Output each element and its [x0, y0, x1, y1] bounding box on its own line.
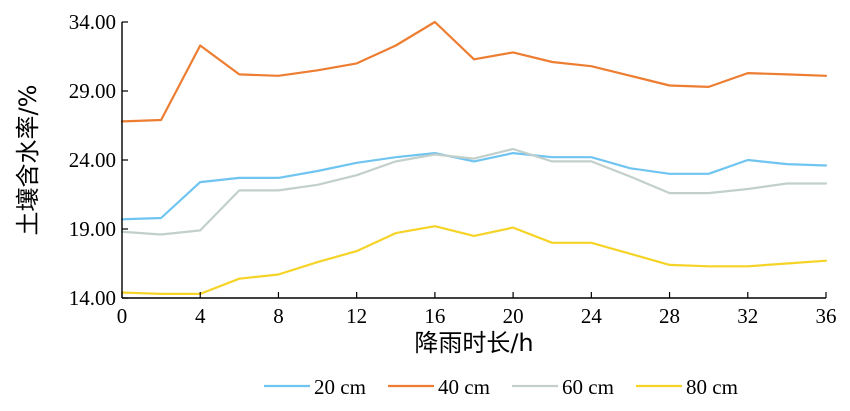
- y-tick-label: 34.00: [69, 10, 116, 34]
- legend-label-60cm: 60 cm: [562, 375, 614, 399]
- x-tick-label: 28: [659, 304, 680, 328]
- x-ticks: 0 4 8 12 16 20 24 28 32 36: [117, 292, 837, 328]
- y-axis-title: 土壤含水率/%: [14, 85, 42, 236]
- x-tick-label: 4: [195, 304, 206, 328]
- x-tick-label: 12: [346, 304, 367, 328]
- series-line-20cm: [120, 152, 828, 221]
- y-tick-label: 14.00: [69, 286, 116, 310]
- plot-area: [120, 20, 828, 295]
- legend-label-20cm: 20 cm: [314, 375, 366, 399]
- y-ticks: 14.00 19.00 24.00 29.00 34.00: [69, 10, 128, 310]
- x-tick-label: 8: [273, 304, 284, 328]
- x-tick-label: 32: [737, 304, 758, 328]
- y-tick-label: 24.00: [69, 148, 116, 172]
- series-line-40cm: [120, 20, 828, 123]
- legend-label-80cm: 80 cm: [686, 375, 738, 399]
- series-line-80cm: [120, 225, 828, 295]
- legend-label-40cm: 40 cm: [438, 375, 490, 399]
- axes: [121, 22, 826, 299]
- series-line-60cm: [120, 147, 828, 236]
- y-tick-label: 29.00: [69, 79, 116, 103]
- x-tick-label: 16: [424, 304, 445, 328]
- x-tick-label: 0: [117, 304, 128, 328]
- legend: 20 cm 40 cm 60 cm 80 cm: [264, 375, 738, 399]
- x-tick-label: 24: [581, 304, 603, 328]
- x-tick-label: 36: [816, 304, 837, 328]
- x-tick-label: 20: [503, 304, 524, 328]
- y-tick-label: 19.00: [69, 217, 116, 241]
- x-axis-title: 降雨时长/h: [414, 329, 533, 357]
